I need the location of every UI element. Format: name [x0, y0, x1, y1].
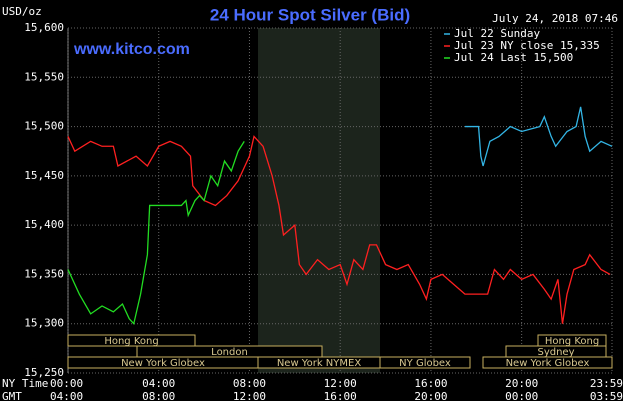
gmt-tick-label: 00:00 — [505, 390, 538, 401]
y-tick-label: 15,600 — [24, 21, 64, 34]
shaded-session — [258, 28, 380, 373]
x-tick-label: 23:59 — [590, 377, 623, 390]
y-tick-label: 15,400 — [24, 218, 64, 231]
session-label: London — [211, 347, 248, 358]
gmt-tick-label: 04:00 — [50, 390, 83, 401]
gmt-tick-label: 20:00 — [414, 390, 447, 401]
x-row-label: NY Time — [2, 377, 48, 390]
x-tick-label: 08:00 — [233, 377, 266, 390]
y-tick-label: 15,250 — [24, 366, 64, 379]
session-label: New York NYMEX — [277, 358, 362, 369]
x-tick-label: 04:00 — [142, 377, 175, 390]
y-tick-label: 15,550 — [24, 70, 64, 83]
gmt-tick-label: 12:00 — [233, 390, 266, 401]
legend-label: Jul 22 Sunday — [454, 27, 540, 40]
y-tick-label: 15,300 — [24, 317, 64, 330]
session-label: Hong Kong — [104, 336, 158, 347]
series-line — [67, 141, 245, 326]
session-label: NY Globex — [399, 358, 451, 369]
session-box — [379, 356, 471, 369]
x-tick-label: 12:00 — [324, 377, 357, 390]
series-line — [67, 135, 611, 324]
gmt-tick-label: 03:59 — [590, 390, 623, 401]
x-tick-label: 20:00 — [505, 377, 538, 390]
x-tick-label: 16:00 — [414, 377, 447, 390]
session-label: Sydney — [537, 347, 574, 358]
gmt-tick-label: 08:00 — [142, 390, 175, 401]
timestamp: July 24, 2018 07:46 — [492, 12, 618, 25]
chart-title: 24 Hour Spot Silver (Bid) — [210, 5, 410, 24]
gmt-tick-label: 16:00 — [324, 390, 357, 401]
y-tick-label: 15,350 — [24, 267, 64, 280]
legend-label: Jul 23 NY close 15,335 — [454, 39, 600, 52]
legend-label: Jul 24 Last 15,500 — [454, 51, 573, 64]
session-label: New York Globex — [506, 358, 590, 369]
session-label: Hong Kong — [545, 336, 599, 347]
x-row-label: GMT — [2, 390, 22, 401]
session-box — [482, 356, 613, 369]
x-tick-label: 00:00 — [50, 377, 83, 390]
y-tick-label: 15,500 — [24, 120, 64, 133]
series-line — [464, 106, 613, 167]
session-label: New York Globex — [121, 358, 205, 369]
y-tick-label: 15,450 — [24, 169, 64, 182]
source: www.kitco.com — [73, 41, 190, 58]
session-box — [67, 334, 196, 347]
y-axis-label: USD/oz — [2, 5, 42, 18]
